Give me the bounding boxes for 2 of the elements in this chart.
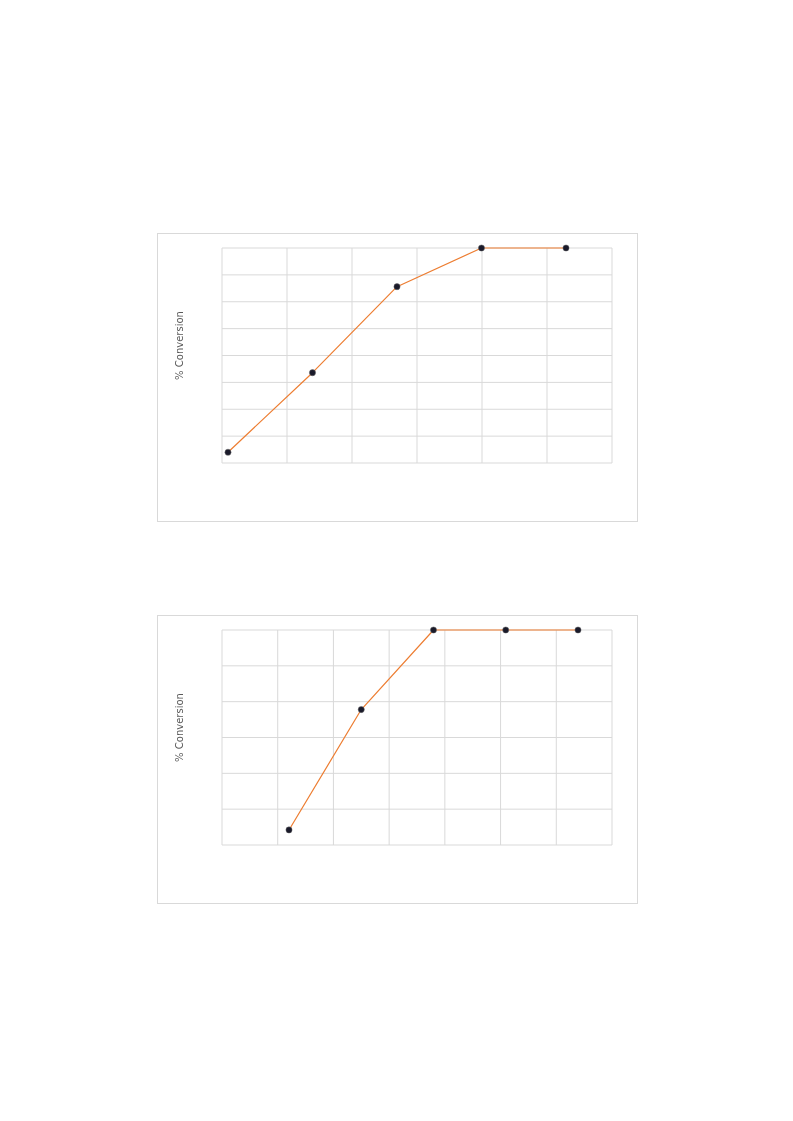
y-axis-title: % Conversion: [174, 311, 185, 380]
y-axis-title: % Conversion: [174, 693, 185, 762]
